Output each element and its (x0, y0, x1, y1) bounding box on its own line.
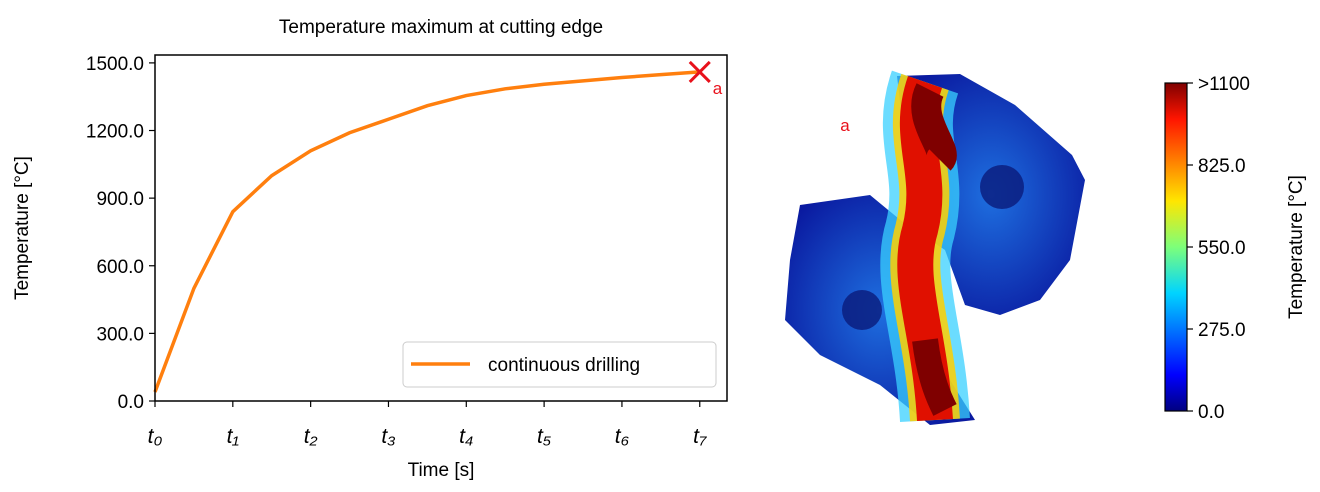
x-tick-label: t₂ (304, 425, 318, 448)
image-annotation: a (840, 116, 850, 135)
marker-label: a (713, 79, 723, 98)
y-axis-label: Temperature [°C] (12, 156, 33, 300)
y-tick-label: 600.0 (96, 257, 144, 278)
x-axis-label: Time [s] (408, 460, 475, 481)
y-tick-label: 1500.0 (86, 54, 144, 75)
x-tick-label: t₇ (693, 425, 707, 448)
x-tick-label: t₀ (148, 425, 163, 448)
y-tick-label: 900.0 (96, 189, 144, 210)
y-tick-label: 300.0 (96, 324, 144, 345)
x-tick-label: t₆ (615, 425, 630, 448)
colorbar-tick-label: >1100 (1198, 74, 1250, 95)
colorbar-tick-label: 0.0 (1198, 402, 1224, 423)
colorbar (1165, 83, 1187, 411)
colorbar-tick-label: 550.0 (1198, 238, 1246, 259)
colorbar-tick-label: 825.0 (1198, 156, 1246, 177)
chart-title: Temperature maximum at cutting edge (279, 17, 603, 38)
chart: Temperature maximum at cutting edge Temp… (0, 0, 1320, 487)
x-tick-label: t₅ (537, 425, 552, 448)
y-tick-label: 0.0 (118, 392, 144, 413)
colorbar-label: Temperature [°C] (1286, 175, 1307, 319)
legend-label: continuous drilling (488, 355, 640, 376)
legend: continuous drilling (403, 342, 716, 387)
y-tick-label: 1200.0 (86, 122, 144, 143)
colorbar-tick-label: 275.0 (1198, 320, 1246, 341)
x-tick-label: t₁ (227, 425, 240, 448)
x-tick-label: t₃ (381, 425, 395, 448)
drill-image (785, 74, 1085, 425)
x-tick-label: t₄ (459, 425, 473, 448)
